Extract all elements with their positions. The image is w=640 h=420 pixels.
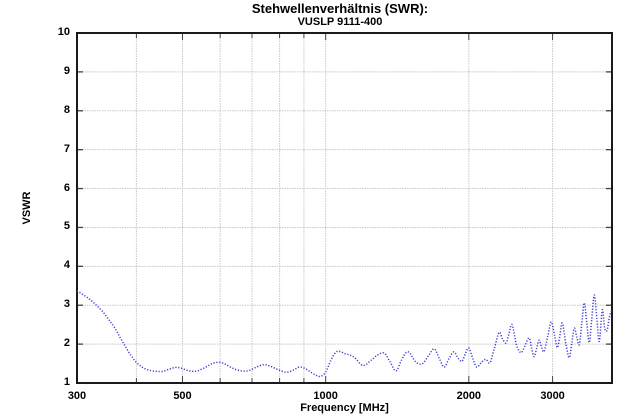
x-tick-label: 1000 bbox=[313, 390, 338, 402]
x-tick-label: 3000 bbox=[540, 390, 565, 402]
x-tick-label: 300 bbox=[67, 390, 87, 402]
y-tick-label: 8 bbox=[63, 103, 70, 116]
x-tick-label: 500 bbox=[173, 390, 192, 402]
x-axis-label: Frequency [MHz] bbox=[300, 402, 389, 414]
plot-frame bbox=[76, 32, 613, 384]
y-tick-label: 1 bbox=[63, 376, 70, 388]
y-tick-label: 5 bbox=[63, 220, 70, 233]
chart-header: Stehwellenverhältnis (SWR): VUSLP 9111-4… bbox=[40, 1, 640, 29]
y-tick-label: 9 bbox=[63, 64, 70, 77]
y-tick-label: 3 bbox=[63, 298, 70, 311]
vswr-curve bbox=[76, 290, 613, 378]
chart-subtitle: VUSLP 9111-400 bbox=[297, 16, 383, 28]
y-tick-label: 4 bbox=[63, 259, 70, 272]
y-tick-label: 10 bbox=[57, 26, 70, 38]
y-tick-label: 2 bbox=[63, 337, 70, 350]
y-tick-label: 6 bbox=[63, 181, 70, 194]
x-tick-label: 2000 bbox=[456, 390, 482, 402]
y-tick-label: 7 bbox=[63, 142, 70, 155]
chart-title: Stehwellenverhältnis (SWR): bbox=[251, 1, 429, 16]
